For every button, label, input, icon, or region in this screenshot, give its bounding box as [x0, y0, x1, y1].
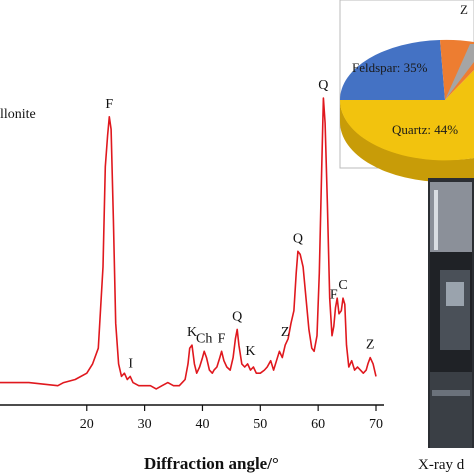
photo-light [434, 190, 438, 250]
pie-side-quartz-right [445, 158, 474, 183]
peak-label: Q [293, 231, 303, 246]
peak-label: F [218, 331, 226, 346]
photo-shelf [432, 390, 470, 396]
series-label-partial: llonite [0, 107, 36, 122]
x-tick-label: 60 [311, 417, 325, 432]
x-axis-label: Diffraction angle/° [144, 454, 279, 473]
pie-side-quartz [340, 100, 445, 182]
x-tick-label: 50 [253, 417, 267, 432]
peak-label: Ch [196, 331, 212, 346]
peak-label: I [128, 356, 133, 371]
pie-slice-quartz [339, 70, 474, 161]
pie-label-quartz: Quartz: 44% [392, 122, 458, 137]
peak-label: K [245, 344, 255, 359]
pie-slice-feldspar [339, 40, 445, 100]
photo-caption: X-ray d [418, 457, 465, 473]
x-axis-ticks: 20 30 40 50 60 70 [80, 405, 383, 432]
x-tick-label: 20 [80, 417, 94, 432]
x-tick-label: 30 [138, 417, 152, 432]
peak-label: Z [281, 325, 290, 340]
photo-base [430, 372, 472, 448]
composition-pie-inset: Feldspar: 35% Quartz: 44% Z [339, 0, 474, 183]
pie-label-z: Z [460, 2, 468, 17]
x-tick-label: 40 [195, 417, 209, 432]
peak-label: Q [232, 309, 242, 324]
peak-label: C [338, 278, 347, 293]
xrd-instrument-photo: X-ray d [418, 178, 474, 473]
pie-slice-other [445, 44, 474, 100]
peak-label: Q [318, 78, 328, 93]
peak-label: F [105, 97, 113, 112]
xrd-series-line [0, 97, 377, 390]
x-tick-label: 70 [369, 417, 383, 432]
pie-label-feldspar: Feldspar: 35% [352, 60, 428, 75]
peak-label: K [187, 325, 197, 340]
peak-label: F [330, 288, 338, 303]
peak-label: Z [366, 338, 375, 353]
photo-instrument-detail [446, 282, 464, 306]
